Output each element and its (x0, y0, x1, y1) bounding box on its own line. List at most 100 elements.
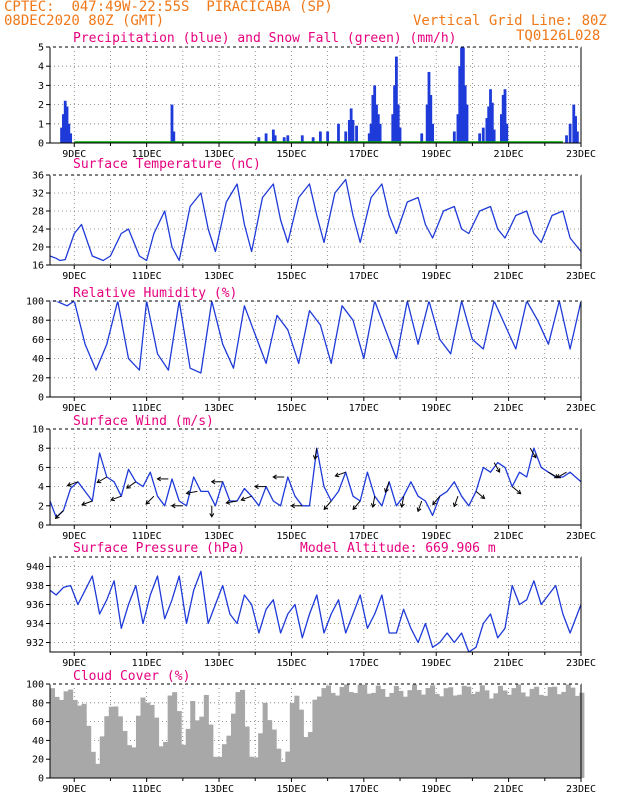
precip-bar (300, 135, 304, 143)
cloud-bar (190, 700, 196, 778)
cloud-bar (203, 694, 209, 778)
cloud-bar (122, 730, 128, 778)
cloud-bar (366, 693, 372, 778)
cloud-panel: Cloud Cover (%) 0 20 40 60 80 100 9DEC 11DEC 13DE… (26, 669, 596, 795)
cloud-bar (316, 696, 322, 778)
precip-bar (431, 123, 434, 143)
temp-xtick-label: 11DEC (132, 271, 162, 282)
precip-ytick-label: 3 (38, 81, 44, 92)
wind-arrow-shaft (352, 500, 361, 510)
cloud-bar (72, 699, 78, 778)
cloud-bar (425, 687, 431, 778)
cloud-bar (402, 696, 408, 778)
cloud-bar (221, 744, 227, 778)
wind-xtick-label: 15DEC (276, 531, 306, 542)
wind-arrow-shaft (314, 448, 318, 460)
precip-ytick-label: 0 (38, 139, 44, 150)
cloud-bar (307, 732, 313, 778)
wind-arrow-shaft (556, 471, 567, 479)
cloud-bar (574, 695, 580, 778)
wind-xtick-label: 17DEC (349, 531, 379, 542)
header-run: 08DEC2020 80Z (GMT) (4, 13, 165, 29)
cloud-bar (312, 699, 318, 778)
temp-frame (49, 174, 582, 266)
precip-bar (503, 89, 507, 143)
cloud-bar (108, 706, 114, 778)
cloud-bar (208, 724, 214, 778)
wind-ytick-label: 8 (38, 444, 44, 455)
cloud-bar (271, 729, 277, 778)
wind-arrow-head (384, 488, 389, 494)
temp-title: Surface Temperature (nC) (73, 157, 261, 172)
wind-ytick-label: 2 (38, 501, 44, 512)
cloud-bar (280, 761, 286, 778)
cloud-bar (303, 737, 309, 778)
cloud-bar (516, 684, 522, 778)
cloud-bar (466, 686, 472, 778)
precip-bar (391, 114, 395, 143)
precip-xtick-label: 11DEC (132, 149, 162, 160)
cloud-bar (393, 685, 399, 778)
cloud-bar (357, 684, 363, 778)
temp-xtick-label: 13DEC (204, 271, 234, 282)
cloud-bar (561, 691, 567, 778)
cloud-bar (479, 685, 485, 778)
wind-arrow-head (170, 503, 176, 509)
cloud-bar (294, 695, 300, 778)
precip-bar (355, 125, 358, 143)
precip-xtick-label: 9DEC (62, 149, 86, 160)
cloud-bar (285, 751, 291, 778)
pressure-xtick-label: 21DEC (494, 658, 524, 669)
temp-ytick-label: 16 (32, 261, 44, 272)
wind-arrow-shaft (145, 495, 155, 505)
wind-arrow-shaft (110, 495, 122, 501)
cloud-bar (258, 733, 264, 778)
cloud-bar (335, 695, 341, 778)
cloud-bar (50, 688, 56, 778)
temp-ytick-label: 24 (32, 225, 44, 236)
temp-xtick-label: 23DEC (566, 271, 596, 282)
wind-arrow-head (210, 479, 216, 485)
wind-ytick-label: 10 (32, 425, 44, 436)
cloud-bar (86, 725, 92, 778)
wind-arrow-head (290, 503, 295, 509)
wind-arrow-head (272, 474, 277, 480)
precip-title: Precipitation (blue) and Snow Fall (gree… (73, 31, 457, 46)
precip-bar (351, 119, 355, 143)
cloud-bar (154, 717, 160, 778)
cloud-bar (556, 694, 562, 778)
rh-ytick-label: 20 (32, 373, 44, 384)
cloud-bar (262, 702, 268, 778)
cloud-bar (163, 741, 169, 778)
pressure-title: Surface Pressure (hPa) (73, 541, 245, 556)
rh-xtick-label: 15DEC (276, 403, 306, 414)
cloud-ytick-label: 80 (32, 698, 44, 709)
precip-bar (318, 131, 322, 143)
header-grid-note: Vertical Grid Line: 80Z (413, 13, 607, 29)
temp-ytick-label: 32 (32, 189, 44, 200)
temp-xtick-label: 15DEC (276, 271, 306, 282)
rh-ytick-label: 0 (38, 393, 44, 404)
cloud-bar (552, 686, 558, 778)
precip-bar (60, 127, 63, 143)
cloud-ytick-label: 20 (32, 755, 44, 766)
cloud-bar (167, 695, 173, 778)
cloud-bar (525, 696, 531, 778)
cloud-bar (353, 692, 359, 778)
wind-arrow-head (532, 453, 537, 459)
precip-panel: Precipitation (blue) and Snow Fall (gree… (38, 31, 596, 160)
cloud-bar (452, 695, 458, 778)
cloud-bar (99, 736, 105, 778)
wind-arrow-shaft (511, 486, 521, 495)
pressure-ytick-label: 938 (26, 581, 44, 592)
rh-ytick-label: 60 (32, 335, 44, 346)
precip-bar (347, 119, 351, 143)
cloud-bar (267, 720, 273, 778)
wind-arrow-shaft (548, 471, 559, 479)
precip-bar (420, 133, 424, 143)
wind-arrow-shaft (67, 481, 79, 487)
header-station: PIRACICABA (SP) (206, 0, 333, 15)
precip-xtick-label: 21DEC (494, 149, 524, 160)
precip-bar (456, 114, 460, 143)
